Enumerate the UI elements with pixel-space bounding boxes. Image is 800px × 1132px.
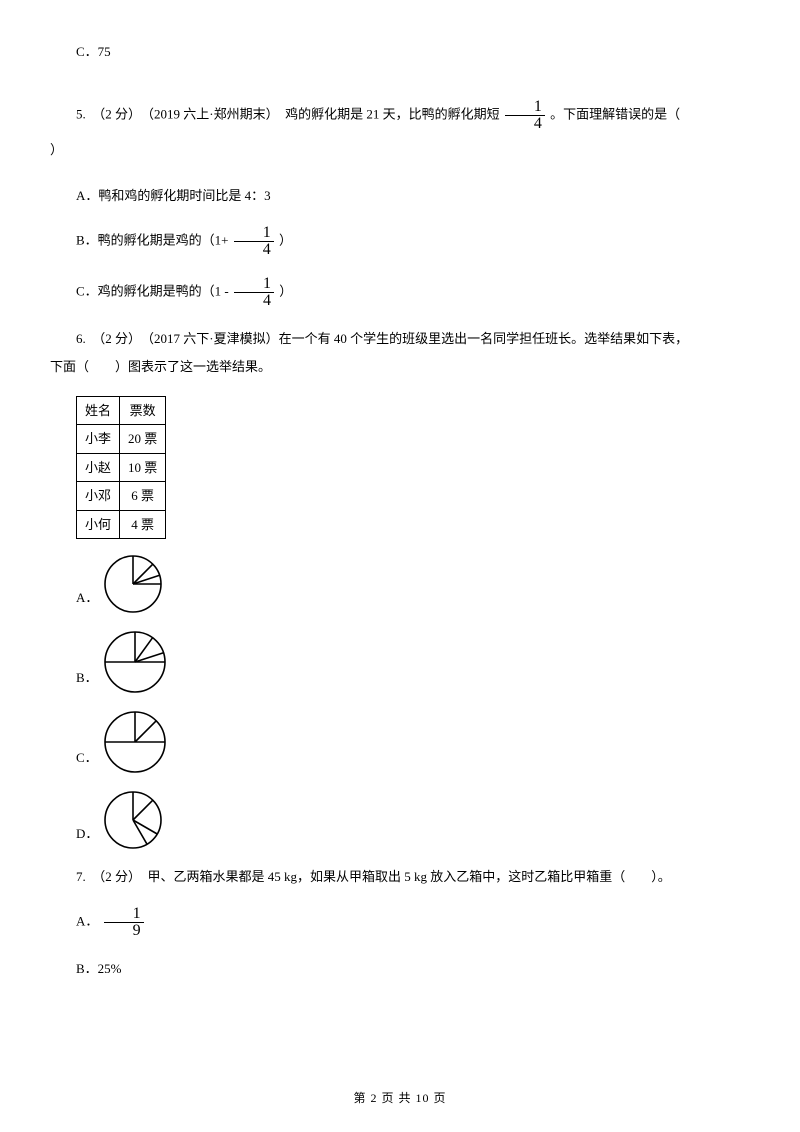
- col-name: 姓名: [77, 396, 120, 424]
- table-row: 小李 20 票: [77, 425, 166, 453]
- q5-option-a: A．鸭和鸡的孵化期时间比是 4：3: [50, 184, 750, 207]
- q6-stem-a: 6. （2 分） （2017 六下·夏津模拟）在一个有 40 个学生的班级里选出…: [50, 327, 750, 350]
- pie-chart-icon: [102, 629, 168, 695]
- q5-stem-a: 5. （2 分） （2019 六上·郑州期末） 鸡的孵化期是 21 天，比鸭的孵…: [76, 107, 500, 122]
- q5-stem-b: 。下面理解错误的是（: [550, 107, 693, 122]
- col-votes: 票数: [120, 396, 166, 424]
- table-row: 小赵 10 票: [77, 453, 166, 481]
- fraction-1-4: 1 4: [505, 99, 545, 132]
- option-label-d: D．: [76, 822, 98, 851]
- cell-votes: 4 票: [120, 510, 166, 538]
- cell-name: 小李: [77, 425, 120, 453]
- q7-a-pre: A．: [76, 914, 98, 929]
- q7-option-a: A． 1 9: [50, 906, 750, 939]
- page-footer: 第 2 页 共 10 页: [0, 1088, 800, 1110]
- fraction-1-4: 1 4: [234, 276, 274, 309]
- q6-option-a: A．: [50, 553, 750, 615]
- frac-num: 1: [505, 99, 545, 116]
- frac-num: 1: [234, 276, 274, 293]
- q5-c-pre: C．鸡的孵化期是鸭的（1 -: [76, 284, 229, 299]
- q5-option-c: C．鸡的孵化期是鸭的（1 - 1 4 ）: [50, 276, 750, 309]
- q4-option-c: C．75: [50, 40, 750, 63]
- q5-option-b: B．鸭的孵化期是鸡的（1+ 1 4 ）: [50, 225, 750, 258]
- fraction-1-9: 1 9: [104, 906, 144, 939]
- table-row: 小何 4 票: [77, 510, 166, 538]
- pie-chart-icon: [102, 709, 168, 775]
- cell-name: 小邓: [77, 482, 120, 510]
- q5-b-post: ）: [279, 233, 292, 248]
- frac-den: 9: [104, 923, 144, 939]
- q7-option-b: B．25%: [50, 957, 750, 980]
- q6-stem-b: 下面（ ）图表示了这一选举结果。: [50, 355, 750, 378]
- option-label-c: C．: [76, 746, 98, 775]
- q5-stem-close: ）: [50, 138, 750, 161]
- q5-stem: 5. （2 分） （2019 六上·郑州期末） 鸡的孵化期是 21 天，比鸭的孵…: [50, 99, 750, 132]
- q5-b-pre: B．鸭的孵化期是鸡的（1+: [76, 233, 229, 248]
- q5-c-post: ）: [279, 284, 292, 299]
- option-label-a: A．: [76, 586, 98, 615]
- q6-option-d: D．: [50, 789, 750, 851]
- cell-name: 小何: [77, 510, 120, 538]
- table-row: 小邓 6 票: [77, 482, 166, 510]
- cell-votes: 20 票: [120, 425, 166, 453]
- frac-num: 1: [104, 906, 144, 923]
- q6-option-b: B．: [50, 629, 750, 695]
- cell-name: 小赵: [77, 453, 120, 481]
- q7-stem: 7. （2 分） 甲、乙两箱水果都是 45 kg，如果从甲箱取出 5 kg 放入…: [50, 865, 750, 888]
- frac-num: 1: [234, 225, 274, 242]
- q6-option-c: C．: [50, 709, 750, 775]
- frac-den: 4: [505, 116, 545, 132]
- cell-votes: 6 票: [120, 482, 166, 510]
- option-label-b: B．: [76, 666, 98, 695]
- cell-votes: 10 票: [120, 453, 166, 481]
- frac-den: 4: [234, 242, 274, 258]
- table-row: 姓名 票数: [77, 396, 166, 424]
- pie-chart-icon: [102, 789, 164, 851]
- fraction-1-4: 1 4: [234, 225, 274, 258]
- pie-chart-icon: [102, 553, 164, 615]
- frac-den: 4: [234, 293, 274, 309]
- vote-table: 姓名 票数 小李 20 票 小赵 10 票 小邓 6 票 小何 4 票: [76, 396, 166, 539]
